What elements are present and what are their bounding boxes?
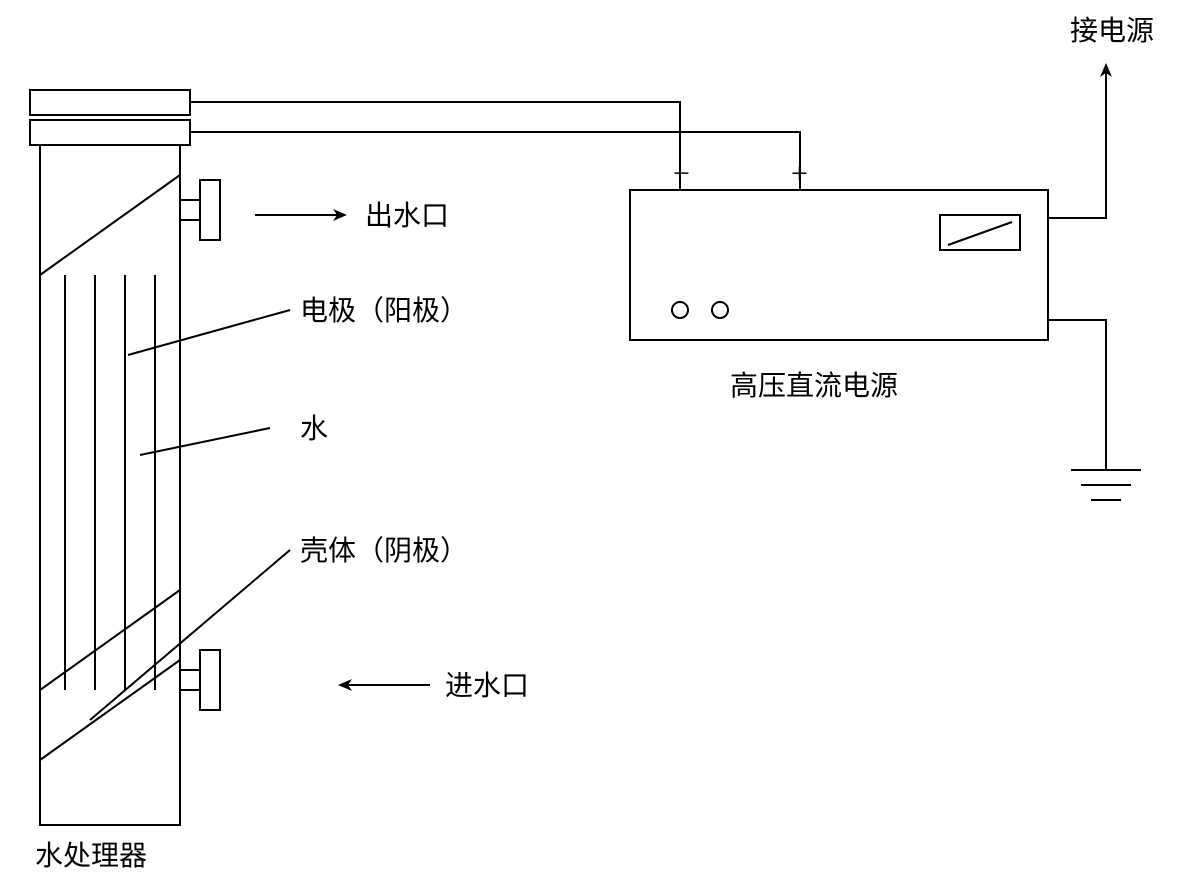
outlet-flange: [200, 180, 220, 240]
label-shell: 壳体（阴极）: [300, 535, 468, 567]
hatch-group: [40, 175, 180, 760]
power-supply-box: [630, 190, 1048, 340]
ground-symbol: [1071, 470, 1141, 500]
hatch-line: [40, 175, 180, 275]
inlet-flange: [200, 650, 220, 710]
processor-cap-lower: [30, 120, 190, 145]
processor-body: [40, 145, 180, 825]
diagram-root: 接电源 出水口 电极（阳极） 水 壳体（阴极） 进水口 水处理器 高压直流电源 …: [0, 0, 1199, 877]
label-plus: +: [791, 157, 808, 190]
label-power-connect: 接电源: [1070, 15, 1154, 47]
label-outlet: 出水口: [365, 200, 449, 232]
label-processor: 水处理器: [35, 840, 147, 872]
processor-cap-upper: [30, 90, 190, 115]
leader-water: [140, 428, 270, 455]
wire-supply-to-ground: [1048, 320, 1106, 470]
leader-shell: [90, 550, 290, 720]
label-supply: 高压直流电源: [730, 370, 898, 402]
wire-lower-to-plus: [190, 132, 800, 190]
leader-anode: [128, 310, 290, 355]
wire-top-to-minus: [190, 102, 680, 190]
electrodes-group: [65, 275, 155, 690]
label-water: 水: [300, 413, 328, 445]
inlet-pipe: [180, 670, 200, 690]
wire-supply-to-power: [1048, 130, 1106, 218]
outlet-pipe: [180, 200, 200, 220]
label-inlet: 进水口: [445, 670, 529, 702]
label-minus: −: [673, 157, 690, 190]
label-anode: 电极（阳极）: [300, 295, 468, 327]
